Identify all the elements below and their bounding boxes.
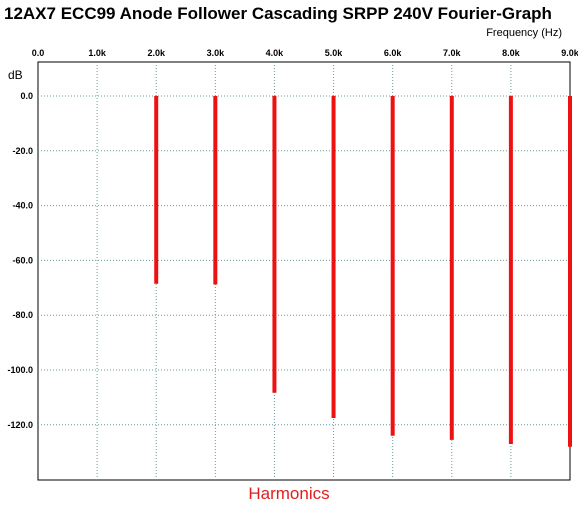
x-tick-label: 9.0k	[561, 48, 578, 58]
harmonic-bars	[154, 96, 572, 447]
y-tick-label: -40.0	[12, 201, 33, 211]
y-tick-label: 0.0	[20, 91, 33, 101]
grid	[38, 62, 570, 480]
y-tick-label: -20.0	[12, 146, 33, 156]
x-axis-label: Frequency (Hz)	[486, 27, 562, 39]
y-tick-label: -60.0	[12, 255, 33, 265]
x-tick-label: 0.0	[32, 48, 45, 58]
y-ticks: 0.0 -20.0 -40.0 -60.0 -80.0 -100.0 -120.0	[7, 91, 33, 430]
x-tick-label: 8.0k	[502, 48, 521, 58]
x-ticks: 0.0 1.0k 2.0k 3.0k 4.0k 5.0k 6.0k 7.0k 8.0k 9.0k	[32, 48, 578, 58]
x-tick-label: 4.0k	[266, 48, 285, 58]
x-tick-label: 5.0k	[325, 48, 344, 58]
harmonics-label: Harmonics	[248, 484, 330, 503]
y-axis-label: dB	[8, 68, 23, 82]
x-tick-label: 2.0k	[147, 48, 166, 58]
x-tick-label: 6.0k	[384, 48, 403, 58]
plot-area-frame	[37, 61, 571, 481]
x-tick-label: 7.0k	[443, 48, 462, 58]
y-tick-label: -100.0	[7, 365, 33, 375]
chart-title: 12AX7 ECC99 Anode Follower Cascading SRP…	[4, 4, 552, 23]
y-tick-label: -120.0	[7, 420, 33, 430]
x-tick-label: 1.0k	[88, 48, 107, 58]
x-tick-label: 3.0k	[207, 48, 226, 58]
y-tick-label: -80.0	[12, 310, 33, 320]
